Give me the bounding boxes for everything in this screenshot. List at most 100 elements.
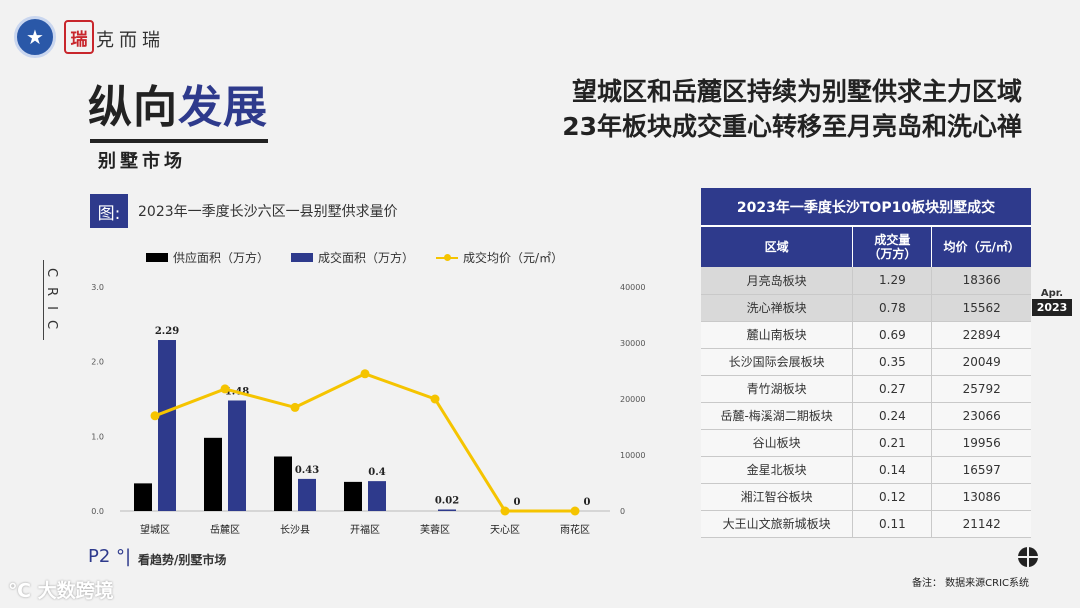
bar-value-label: 0 xyxy=(584,497,591,508)
legend-label-price: 成交均价（元/㎡） xyxy=(463,251,564,265)
volume-cell: 0.35 xyxy=(852,348,932,376)
price-cell: 19956 xyxy=(931,429,1031,457)
bar-value-label: 2.29 xyxy=(155,326,179,337)
table-body: 月亮岛板块 1.29 18366 洗心禅板块 0.78 15562 麓山南板块 0.69 228… xyxy=(701,267,1031,538)
header-area: 区域 xyxy=(701,227,853,267)
area-cell: 麓山南板块 xyxy=(701,321,853,349)
bar-value-label: 0.02 xyxy=(435,496,459,507)
table-row: 月亮岛板块 1.29 18366 xyxy=(701,267,1031,295)
area-cell: 谷山板块 xyxy=(701,429,853,457)
price-point xyxy=(290,402,300,412)
area-cell: 岳麓-梅溪湖二期板块 xyxy=(701,402,853,430)
watermark-text: 大数跨境 xyxy=(37,580,114,602)
x-category-label: 天心区 xyxy=(490,524,520,536)
side-divider xyxy=(43,260,44,340)
y-right-tick-label: 0 xyxy=(620,507,625,516)
y-right-tick-label: 40000 xyxy=(620,283,645,292)
price-cell: 20049 xyxy=(931,348,1031,376)
page-dot-icon: °| xyxy=(116,546,132,567)
x-category-label: 开福区 xyxy=(350,523,380,536)
page-number-text: P2 xyxy=(88,546,111,567)
price-cell: 15562 xyxy=(931,294,1031,322)
price-point xyxy=(360,369,370,379)
bar-value-label: 0.4 xyxy=(368,467,385,478)
price-point xyxy=(150,411,160,421)
headline-line-1: 望城区和岳麓区持续为别墅供求主力区域 xyxy=(571,77,1022,106)
y-right-tick-label: 20000 xyxy=(620,395,645,404)
page-number: P2 °| xyxy=(88,546,131,567)
volume-cell: 0.11 xyxy=(852,510,932,538)
volume-cell: 0.69 xyxy=(852,321,932,349)
title-underline xyxy=(90,139,268,143)
y-left-tick-label: 1.0 xyxy=(91,432,104,441)
badge-year: 2023 xyxy=(1032,299,1072,316)
x-category-label: 望城区 xyxy=(140,523,170,536)
watermark-logo-icon: ℃ xyxy=(8,580,38,602)
header-volume: 成交量 （万方） xyxy=(852,227,932,267)
bar-value-label: 0.43 xyxy=(295,465,319,476)
legend-item-price: 成交均价（元/㎡） xyxy=(436,249,563,266)
table-row: 岳麓-梅溪湖二期板块 0.24 23066 xyxy=(701,402,1031,430)
table: 区域 成交量 （万方） 均价（元/㎡） 月亮岛板块 1.29 18366 洗心禅板块 0… xyxy=(701,227,1031,538)
area-cell: 月亮岛板块 xyxy=(701,267,853,295)
volume-cell: 0.27 xyxy=(852,375,932,403)
table-row: 麓山南板块 0.69 22894 xyxy=(701,321,1031,349)
bar-deal xyxy=(298,478,316,511)
area-cell: 洗心禅板块 xyxy=(701,294,853,322)
table-row: 青竹湖板块 0.27 25792 xyxy=(701,375,1031,403)
y-left-tick-label: 0.0 xyxy=(91,507,104,516)
legend-swatch-price xyxy=(436,253,459,261)
area-cell: 湘江智谷板块 xyxy=(701,483,853,511)
legend-item-deal: 成交面积（万方） xyxy=(291,249,414,266)
legend-swatch-supply xyxy=(146,253,168,262)
table-row: 大王山文旅新城板块 0.11 21142 xyxy=(701,510,1031,538)
price-point xyxy=(500,506,510,516)
volume-cell: 0.78 xyxy=(852,294,932,322)
table-row: 湘江智谷板块 0.12 13086 xyxy=(701,483,1031,511)
section-subtitle: 别墅市场 xyxy=(98,151,186,172)
crosshair-icon xyxy=(1018,547,1038,567)
y-right-tick-label: 30000 xyxy=(620,339,645,348)
price-point xyxy=(220,384,230,394)
volume-cell: 1.29 xyxy=(852,267,932,295)
price-cell: 18366 xyxy=(931,267,1031,295)
area-cell: 大王山文旅新城板块 xyxy=(701,510,853,538)
table-row: 谷山板块 0.21 19956 xyxy=(701,429,1031,457)
page-caption: 看趋势/别墅市场 xyxy=(138,553,227,567)
bar-deal xyxy=(438,509,456,511)
seal-logo: 瑞 xyxy=(64,20,94,54)
x-category-label: 长沙县 xyxy=(280,524,310,536)
bar-supply xyxy=(204,437,222,511)
y-right-tick-label: 10000 xyxy=(620,451,645,460)
volume-cell: 0.14 xyxy=(852,456,932,484)
bar-supply xyxy=(274,456,292,511)
brand-name: 克而瑞 xyxy=(96,30,165,51)
bar-deal xyxy=(368,481,386,511)
section-title: 纵向发展 xyxy=(88,86,268,130)
table-row: 洗心禅板块 0.78 15562 xyxy=(701,294,1031,322)
table-row: 金星北板块 0.14 16597 xyxy=(701,456,1031,484)
legend-item-supply: 供应面积（万方） xyxy=(146,249,269,266)
supply-deal-chart: 0.01.02.03.00100002000030000400002.291.4… xyxy=(91,283,645,536)
bar-deal xyxy=(228,400,246,511)
legend-label-supply: 供应面积（万方） xyxy=(173,251,270,265)
volume-cell: 0.12 xyxy=(852,483,932,511)
section-title-part1: 纵向 xyxy=(88,82,178,133)
top10-table: 2023年一季度长沙TOP10板块别墅成交 区域 成交量 （万方） 均价（元/㎡… xyxy=(701,188,1031,538)
chart-legend: 供应面积（万方） 成交面积（万方） 成交均价（元/㎡） xyxy=(146,249,585,266)
x-category-label: 芙蓉区 xyxy=(420,523,450,536)
bar-deal xyxy=(158,340,176,511)
volume-cell: 0.21 xyxy=(852,429,932,457)
header-price: 均价（元/㎡） xyxy=(931,227,1031,267)
bar-supply xyxy=(344,481,362,511)
y-left-tick-label: 2.0 xyxy=(91,358,104,367)
bar-value-label: 0 xyxy=(514,497,521,508)
price-cell: 22894 xyxy=(931,321,1031,349)
section-title-part2: 发展 xyxy=(178,82,268,133)
price-cell: 25792 xyxy=(931,375,1031,403)
volume-cell: 0.24 xyxy=(852,402,932,430)
y-left-tick-label: 3.0 xyxy=(91,283,104,292)
x-category-label: 岳麓区 xyxy=(210,523,240,536)
table-header-row: 区域 成交量 （万方） 均价（元/㎡） xyxy=(701,227,1031,267)
watermark: ℃ 大数跨境 xyxy=(8,576,114,603)
